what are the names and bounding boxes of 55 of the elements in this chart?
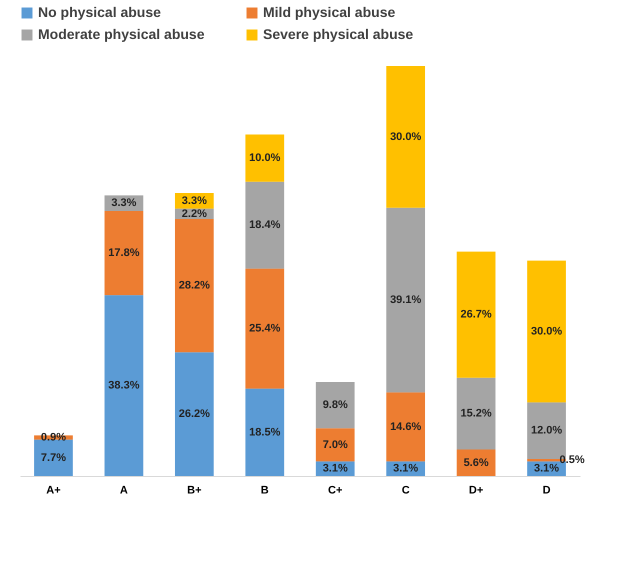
bar [245,182,284,269]
bar [386,66,426,208]
data-label: 12.0% [530,424,562,437]
bar [386,208,426,392]
data-label: 39.1% [390,294,422,306]
data-label: 17.8% [108,247,140,260]
bar [104,295,144,476]
x-tick-label: C+ [328,484,342,496]
bar [316,428,355,462]
bar [174,219,214,352]
data-label: 30.0% [530,325,562,338]
data-label: 14.6% [390,420,422,433]
x-tick-label: B [260,484,269,496]
legend-label: No physical abuse [38,4,162,20]
data-label: 3.3% [111,197,137,210]
x-tick-label: D [542,484,551,496]
bar [34,440,73,476]
data-label: 9.8% [322,399,348,412]
x-tick-label: D+ [468,484,484,496]
bar [386,392,426,462]
data-label: 3.3% [182,194,208,207]
data-label: 3.1% [322,462,348,475]
x-tick-label: B+ [187,484,202,496]
bar [527,260,566,402]
legend-label: Moderate physical abuse [38,26,205,42]
legend-label: Mild physical abuse [263,4,396,20]
x-tick-label: A+ [46,484,61,496]
data-label: 5.6% [464,456,489,469]
x-tick-label: C [402,484,410,496]
data-label: 3.1% [393,462,418,475]
data-label: 3.1% [534,462,560,475]
data-label: 18.4% [249,219,281,232]
bar [456,378,496,450]
data-label: 30.0% [390,130,422,143]
data-label: 0.5% [560,454,585,466]
data-label: 7.7% [40,452,66,464]
data-label: 26.7% [460,308,492,321]
legend-label: Severe physical abuse [263,26,414,42]
data-label: 15.2% [460,408,492,420]
bar [456,252,496,378]
data-label: 28.2% [178,280,210,292]
bar [104,211,144,296]
data-label: 26.2% [178,408,210,420]
bar [245,134,284,182]
x-tick-label: A [120,484,128,496]
data-label: 18.5% [249,426,281,438]
data-label: 38.3% [108,380,140,392]
data-label: 25.4% [249,322,281,335]
data-label: 7.0% [322,438,348,451]
bar [245,388,284,476]
bar [174,352,214,476]
bar [245,268,284,389]
data-label: 2.2% [182,208,208,220]
data-label: 10.0% [249,152,281,164]
bar [316,382,355,428]
